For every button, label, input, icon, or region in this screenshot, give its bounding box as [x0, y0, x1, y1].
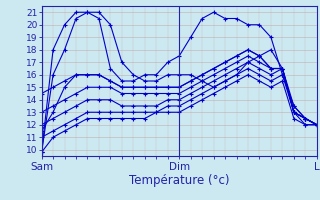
X-axis label: Température (°c): Température (°c) [129, 174, 229, 187]
